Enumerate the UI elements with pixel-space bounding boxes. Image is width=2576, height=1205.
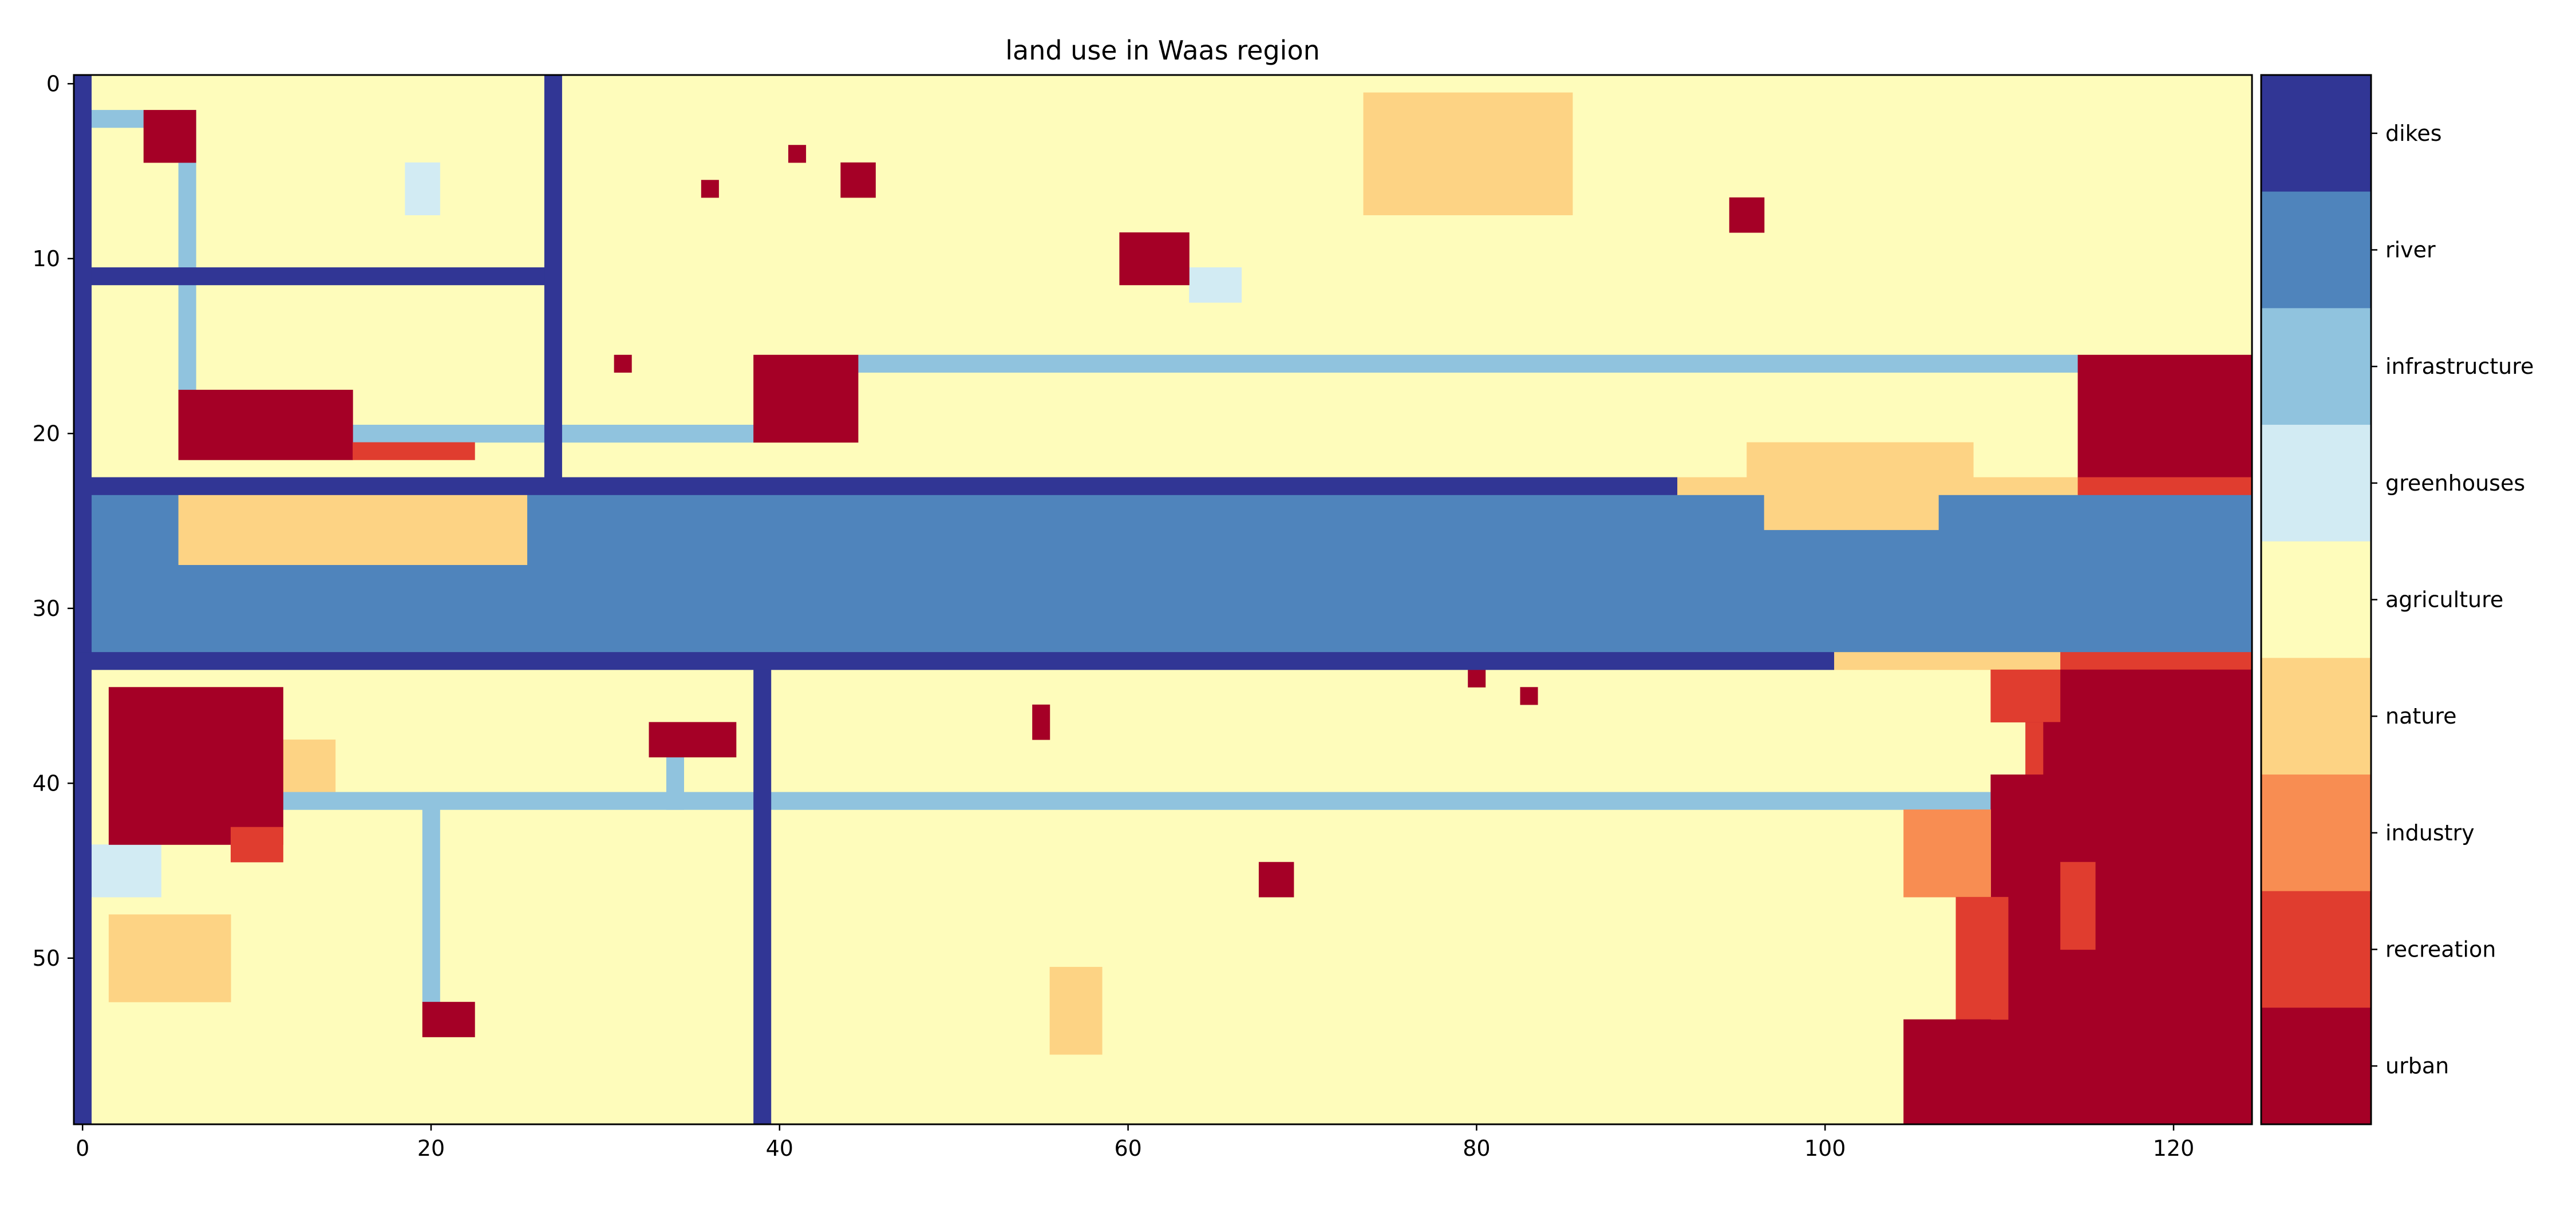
- x-tick-label: 120: [2153, 1136, 2195, 1161]
- cell-region-urban-34: [1520, 687, 1538, 705]
- chart-title: land use in Waas region: [1005, 35, 1320, 66]
- x-tick-label: 60: [1114, 1136, 1141, 1161]
- x-axis: 0 20 40 60 80 100 120: [76, 1124, 2194, 1161]
- colorbar-label-nature: nature: [2385, 704, 2457, 729]
- cell-region-infrastructure-17: [283, 792, 1991, 810]
- cell-region-urban-28: [178, 389, 353, 460]
- colorbar-label-river: river: [2385, 238, 2436, 263]
- colorbar-label-greenhouses: greenhouses: [2385, 471, 2525, 496]
- y-axis: 0 10 20 30 40 50: [33, 71, 74, 971]
- colorbar-label-dikes: dikes: [2385, 121, 2442, 146]
- cell-region-urban-35: [1032, 704, 1050, 740]
- cell-region-recreation-47: [1955, 896, 2009, 1020]
- cell-region-infrastructure-18: [422, 792, 440, 1002]
- cell-region-dikes-53: [74, 477, 1678, 495]
- colorbar-label-industry: industry: [2385, 820, 2475, 846]
- cell-region-nature-3: [1677, 477, 2079, 495]
- colorbar-swatch-greenhouses: [2261, 425, 2371, 542]
- cell-region-urban-26: [614, 354, 632, 373]
- colorbar-frame: [2260, 74, 2372, 1125]
- cell-region-nature-4: [1747, 442, 1974, 478]
- cell-region-nature-5: [1363, 92, 1573, 215]
- y-tick-label: 20: [33, 421, 60, 446]
- cell-region-infrastructure-16: [858, 354, 2079, 373]
- colorbar-swatch-river: [2261, 191, 2371, 309]
- cell-region-nature-2: [1764, 495, 1939, 530]
- cell-region-urban-24: [1729, 197, 1765, 233]
- y-tick-label: 40: [33, 771, 60, 796]
- cell-region-nature-1: [178, 495, 528, 565]
- cell-region-urban-40: [422, 1002, 475, 1037]
- cell-region-urban-21: [788, 145, 807, 163]
- x-tick-label: 100: [1804, 1136, 1846, 1161]
- cell-region-recreation-32: [2060, 652, 2253, 670]
- colorbar-swatch-infrastructure: [2261, 308, 2371, 425]
- cell-region-nature-7: [108, 914, 231, 1002]
- cell-region-recreation-41: [1990, 669, 2061, 722]
- cell-region-urban-23: [840, 162, 876, 198]
- cell-region-urban-20: [143, 110, 196, 163]
- cell-region-urban-39: [1258, 862, 1294, 898]
- x-tick-label: 0: [76, 1136, 89, 1161]
- cell-region-industry-46: [1903, 809, 1991, 898]
- heatmap-cells: [74, 75, 2253, 1125]
- cell-region-nature-8: [1049, 967, 1103, 1055]
- cell-region-urban-22: [701, 180, 719, 198]
- cell-region-urban-37: [108, 687, 283, 845]
- colorbar-swatch-urban: [2261, 1008, 2371, 1125]
- colorbar-label-urban: urban: [2385, 1053, 2449, 1078]
- cell-region-recreation-29: [353, 442, 475, 460]
- colorbar-legend: dikes river infrastructure greenhouses agric…: [2260, 74, 2534, 1125]
- cell-region-urban-25: [1119, 232, 1190, 286]
- x-tick-label: 40: [766, 1136, 793, 1161]
- y-tick-label: 30: [33, 596, 60, 621]
- cell-region-dikes-55: [753, 669, 772, 1125]
- colorbar-label-infrastructure: infrastructure: [2385, 354, 2534, 379]
- cell-region-recreation-44: [2025, 722, 2044, 775]
- plot-frame: [73, 74, 2253, 1125]
- cell-region-nature-6: [1834, 652, 2061, 670]
- y-tick-label: 10: [33, 246, 60, 271]
- cell-region-dikes-54: [74, 652, 1835, 670]
- cell-region-greenhouses-12: [91, 844, 161, 898]
- cell-region-urban-30: [2077, 354, 2253, 478]
- cell-region-dikes-51: [544, 75, 562, 478]
- cell-region-dikes-50: [74, 75, 92, 1125]
- cell-region-urban-49: [1903, 1019, 1991, 1125]
- colorbar-swatch-agriculture: [2261, 541, 2371, 658]
- y-tick-label: 0: [46, 71, 60, 96]
- cell-region-recreation-48: [2060, 862, 2096, 950]
- cell-region-recreation-31: [2077, 477, 2253, 495]
- colorbar-label-recreation: recreation: [2385, 937, 2496, 962]
- colorbar-swatch-recreation: [2261, 891, 2371, 1008]
- cell-region-greenhouses-10: [405, 162, 440, 215]
- y-tick-label: 50: [33, 946, 60, 971]
- colorbar-label-agriculture: agriculture: [2385, 587, 2503, 613]
- colorbar-swatch-industry: [2261, 775, 2371, 892]
- cell-region-urban-27: [753, 354, 859, 443]
- cell-region-greenhouses-11: [1189, 267, 1242, 303]
- cell-region-urban-36: [649, 722, 737, 758]
- cell-region-nature-9: [283, 739, 336, 793]
- x-tick-label: 80: [1463, 1136, 1490, 1161]
- cell-region-infrastructure-19: [666, 757, 684, 810]
- colorbar-swatch-nature: [2261, 658, 2371, 775]
- cell-region-recreation-38: [230, 827, 283, 863]
- cell-region-urban-33: [1468, 669, 1486, 688]
- cell-region-dikes-52: [91, 267, 545, 286]
- colorbar-swatch-dikes: [2261, 75, 2371, 192]
- x-tick-label: 20: [417, 1136, 445, 1161]
